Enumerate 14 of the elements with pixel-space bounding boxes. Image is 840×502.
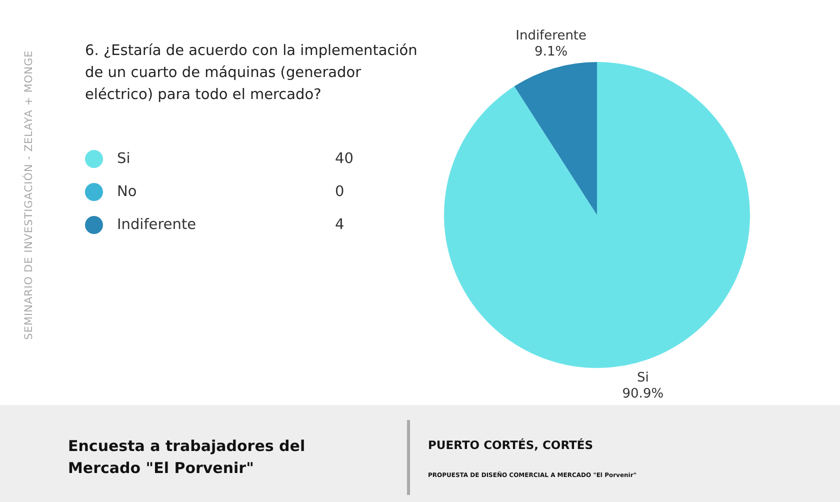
text: PUERTO CORTÉS, CORTÉS [428, 438, 594, 452]
slice-label: Indiferente [516, 28, 587, 44]
text: 9.1% [534, 44, 568, 60]
data-label: 4 [335, 216, 346, 232]
legend-label: Indiferente [117, 216, 198, 232]
text: Encuesta a trabajadores del Mercado "El Porvenir" [68, 436, 306, 479]
text: 90.9% [622, 386, 664, 402]
data-label: 40 [335, 150, 354, 166]
text: 6. ¿Estaría de acuerdo con la implementación de un cuarto de máquinas (generador eléctrico) para todo el mercado? [85, 42, 418, 105]
text: SEMINARIO DE INVESTIGACIÓN - ZELAYA + MONGE [23, 50, 35, 340]
text: 0 [335, 184, 344, 200]
slice-label: Si [636, 370, 649, 386]
legend-label: No [117, 184, 138, 200]
legend-label: Si [117, 150, 132, 166]
